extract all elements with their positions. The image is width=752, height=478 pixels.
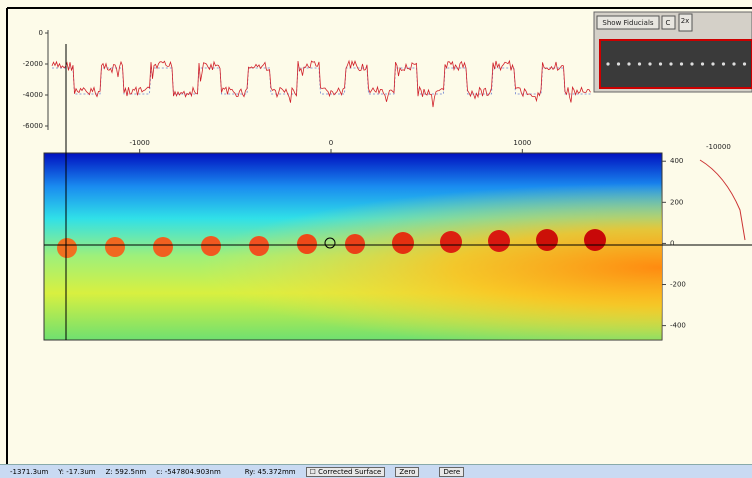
profile-trace	[51, 59, 591, 108]
y-tick-label: -6000	[23, 122, 43, 130]
y-tick-label: -200	[670, 281, 686, 289]
origin-marker	[324, 237, 336, 249]
x-tick-label: -1000	[129, 139, 149, 147]
y-tick-label: -2000	[23, 60, 43, 68]
fiducial	[153, 237, 173, 257]
fiducial	[392, 232, 414, 254]
y-tick-label: 0	[670, 239, 674, 247]
y-tick-label: 0	[39, 29, 43, 37]
fiducial-panel: Show Fiducials C 2x	[593, 11, 752, 93]
fiducial	[584, 229, 606, 251]
image-dot	[637, 62, 642, 66]
fiducial	[201, 236, 221, 256]
y-tick-label: -4000	[23, 91, 43, 99]
status-y: Y: -17.3um	[58, 467, 96, 476]
image-dot	[732, 62, 736, 66]
fiducial	[536, 229, 558, 251]
x-tick-label: 1000	[513, 139, 531, 147]
zero-button[interactable]: Zero	[395, 466, 420, 477]
fiducial	[345, 234, 365, 254]
y-tick-label: 400	[670, 157, 683, 165]
image-dot	[669, 62, 673, 66]
profile-plot: 0 -2000 -4000 -6000	[23, 29, 591, 130]
button-label: Show Fiducials	[602, 19, 653, 27]
status-ry: Ry: 45.372mm	[244, 467, 296, 476]
fiducial	[440, 231, 462, 253]
fiducial-image	[599, 39, 752, 89]
button-label: 2x	[681, 17, 690, 25]
image-dot	[711, 62, 715, 66]
y-tick-label: 200	[670, 198, 683, 206]
status-bar: -1371.3um Y: -17.3um Z: 592.5nm c: -5478…	[0, 464, 752, 478]
image-dot	[627, 62, 631, 66]
image-dot	[721, 62, 726, 66]
fiducial	[57, 238, 77, 258]
checkbox-label: Corrected Surface	[318, 467, 382, 476]
fiducial	[297, 234, 317, 254]
image-dot	[658, 62, 663, 66]
x-tick-label: 0	[329, 139, 333, 147]
zoom-button[interactable]	[678, 13, 693, 32]
workspace: 0-2000-4000-6000 -1000 0 10004002000-200-4…	[6, 7, 752, 464]
image-dot	[700, 62, 705, 66]
side-profile	[699, 159, 746, 241]
image-dot	[648, 62, 652, 66]
y-tick-label: -400	[670, 322, 686, 330]
fiducial	[249, 236, 269, 256]
image-dot	[616, 62, 621, 66]
status-z: Z: 592.5nm	[105, 467, 147, 476]
deriv-button[interactable]: Dere	[439, 466, 465, 477]
map-axes: -1000 0 1000 400 200 0 -200 -400	[129, 139, 685, 330]
image-dot	[606, 62, 610, 66]
image-dot	[690, 62, 694, 66]
button-label: C	[666, 19, 671, 27]
show-fiducials-button[interactable]	[596, 15, 660, 30]
corrected-surface-checkbox[interactable]: ☐ Corrected Surface	[305, 466, 386, 477]
status-x: -1371.3um	[10, 467, 49, 476]
image-dot	[742, 62, 747, 66]
side-tick-label: -10000	[706, 143, 731, 151]
fiducial	[488, 230, 510, 252]
fiducial	[105, 237, 125, 257]
image-dot	[679, 62, 684, 66]
fiducial-image-dots	[606, 62, 747, 66]
status-c: c: -547804.903nm	[156, 467, 221, 476]
c-button[interactable]	[661, 15, 676, 30]
